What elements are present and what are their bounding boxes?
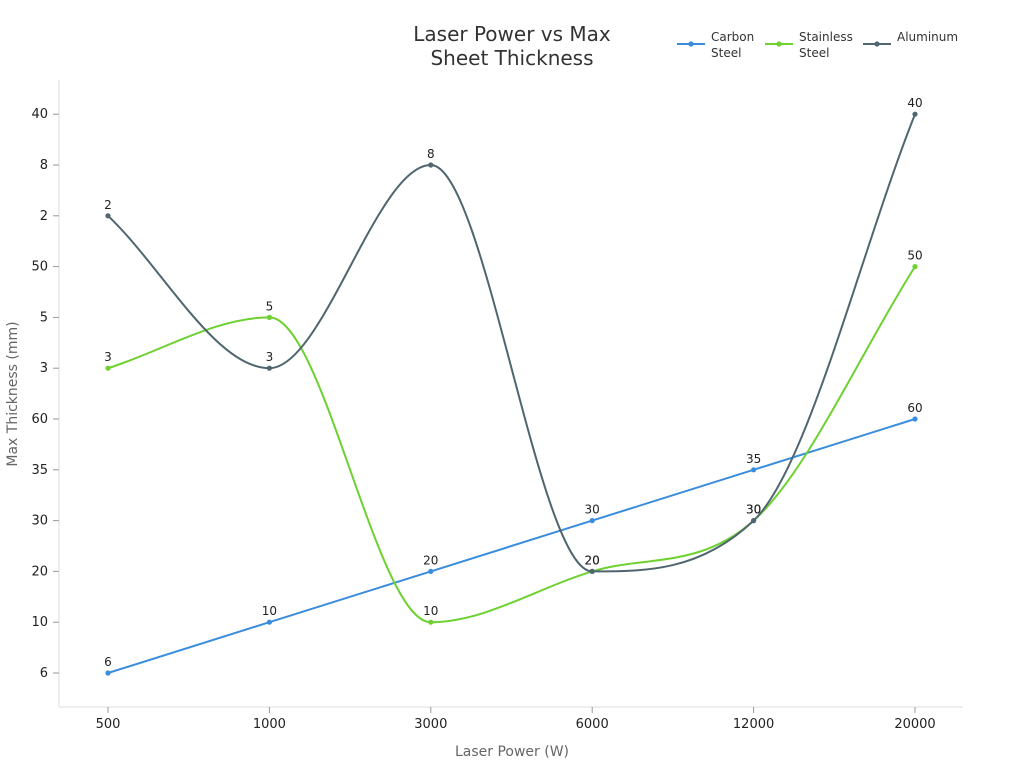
series-line	[107, 418, 916, 674]
data-label: 20	[423, 553, 438, 567]
data-point	[912, 264, 918, 270]
data-point	[105, 670, 111, 676]
data-point	[105, 365, 111, 371]
data-label: 35	[746, 452, 761, 466]
y-tick-label: 2	[40, 209, 48, 224]
legend-label: Aluminum	[897, 30, 958, 44]
x-tick-label: 20000	[894, 717, 935, 732]
data-point	[266, 365, 272, 371]
data-point	[912, 416, 918, 422]
chart-title-line: Sheet Thickness	[430, 46, 593, 70]
y-tick-label: 60	[31, 412, 48, 427]
legend-label-line: Stainless	[799, 30, 853, 44]
data-label: 60	[907, 401, 922, 415]
y-tick-label: 20	[31, 564, 48, 579]
data-label: 10	[262, 604, 277, 618]
series-2: 2 3 8 20 30 40	[104, 96, 923, 575]
y-tick-label: 8	[40, 158, 48, 173]
data-point	[751, 467, 757, 473]
x-tick-label: 6000	[576, 717, 609, 732]
data-point	[266, 619, 272, 625]
x-tick-label: 500	[96, 717, 121, 732]
x-tick-label: 3000	[414, 717, 447, 732]
data-label: 5	[266, 299, 274, 313]
data-label: 2	[104, 198, 112, 212]
chart-title-line: Laser Power vs Max	[413, 22, 611, 46]
data-point	[589, 518, 595, 524]
data-label: 6	[104, 655, 112, 669]
legend-label-line: Aluminum	[897, 30, 958, 44]
data-label: 30	[746, 503, 761, 517]
data-label: 30	[746, 503, 761, 517]
data-label: 30	[585, 503, 600, 517]
chart-title: Laser Power vs Max Sheet Thickness	[413, 22, 611, 70]
data-point	[428, 619, 434, 625]
data-label: 3	[104, 350, 112, 364]
y-tick-label: 40	[31, 107, 48, 122]
y-tick-label: 5	[40, 310, 48, 325]
data-point	[105, 213, 111, 219]
data-point	[428, 568, 434, 575]
series-0: 6 10 20 30 35 60	[104, 401, 923, 676]
y-tick-label: 3	[40, 361, 48, 376]
legend-label: Stainless Steel	[799, 30, 853, 60]
data-point	[428, 162, 434, 168]
y-tick-label: 6	[40, 666, 48, 681]
legend-item: Stainless Steel	[765, 30, 853, 60]
legend-label: Carbon Steel	[711, 30, 754, 60]
data-point	[589, 568, 595, 575]
legend-item: Aluminum	[863, 30, 958, 47]
data-label: 10	[423, 604, 438, 618]
data-point	[751, 518, 757, 524]
y-tick-label: 50	[31, 260, 48, 275]
y-axis-title: Max Thickness (mm)	[5, 321, 21, 466]
x-axis-title: Laser Power (W)	[455, 744, 569, 760]
legend-swatch-point	[874, 41, 880, 47]
data-point	[912, 111, 918, 117]
data-label: 8	[427, 147, 435, 161]
legend-swatch-point	[776, 41, 782, 47]
x-tick-label: 12000	[733, 717, 774, 732]
series-line	[107, 266, 916, 624]
y-tick-label: 35	[31, 463, 48, 478]
x-tick-label: 1000	[253, 717, 286, 732]
data-point	[266, 314, 272, 320]
data-label: 40	[907, 96, 922, 110]
series-line	[107, 113, 916, 573]
legend-swatch-point	[688, 41, 694, 47]
legend-label-line: Carbon	[711, 30, 754, 44]
legend: Carbon Steel Stainless Steel Aluminum	[677, 30, 958, 60]
data-label: 3	[266, 350, 274, 364]
data-label: 20	[585, 553, 600, 567]
data-label: 50	[907, 249, 922, 263]
legend-label-line: Steel	[799, 46, 829, 60]
y-tick-label: 10	[31, 615, 48, 630]
x-ticks: 500 1000 3000 6000 12000 20000	[96, 707, 936, 732]
data-label: 20	[585, 553, 600, 567]
y-tick-label: 30	[31, 514, 48, 529]
legend-item: Carbon Steel	[677, 30, 754, 60]
legend-label-line: Steel	[711, 46, 741, 60]
